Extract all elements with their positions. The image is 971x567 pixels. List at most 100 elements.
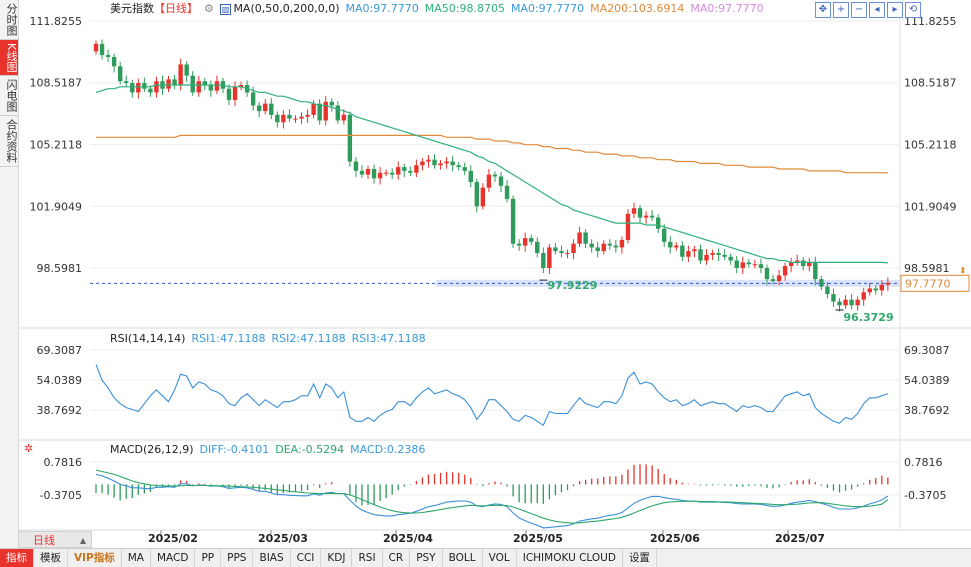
candle-body [619,239,625,248]
candle-body [704,254,709,261]
candle-body [788,262,794,267]
candle-body [281,114,286,123]
x-axis-label: 2025/07 [775,532,825,545]
candle-body [849,299,854,306]
menu-item-5[interactable]: PP [195,549,222,567]
candle-body [329,101,334,106]
candle-body [510,198,516,244]
candle-body [341,114,347,121]
candle-body [124,81,129,84]
zoom-in-icon[interactable]: + [833,2,849,18]
tab-flash[interactable]: 闪电图 [0,76,18,117]
menu-item-8[interactable]: CCI [291,549,322,567]
period-label: 【日线】 [154,2,198,15]
x-axis-label: 2025/05 [513,532,563,545]
candle-body [172,79,177,85]
ma-toggle-icon[interactable]: ▨ [219,4,232,15]
candle-body [764,267,770,280]
candle-body [625,213,631,240]
move-icon[interactable]: ✥ [815,2,831,18]
x-axis-label: 2025/04 [383,532,433,545]
candle-body [662,228,667,242]
ma0b-value: MA0:97.7770 [510,2,585,15]
candle-body [801,260,806,267]
candle-body [371,168,377,179]
menu-item-4[interactable]: MACD [151,549,196,567]
menu-item-15[interactable]: ICHIMOKU CLOUD [517,549,623,567]
candle-body [148,88,153,93]
menu-item-2[interactable]: VIP指标 [68,549,122,567]
main-legend: 美元指数【日线】 ⚙ ▨ MA(0,50,0,200,0,0) MA0:97.7770 M… [110,1,770,17]
candle-body [190,75,195,93]
x-axis-label: 2025/02 [148,532,198,545]
menu-item-9[interactable]: KDJ [321,549,353,567]
candle-body [293,118,298,120]
candle-body [643,215,649,218]
candle-body [414,165,419,173]
period-selector[interactable]: 日线 ▲ [18,531,92,548]
candle-body [843,299,848,306]
menu-item-16[interactable]: 设置 [623,549,657,567]
prev-icon[interactable]: ◂ [869,2,885,18]
chart-tools: ✥ + − ◂ ▸ ⟲ [815,2,921,18]
menu-item-1[interactable]: 模板 [34,549,68,567]
candle-body [474,182,480,207]
candle-body [782,266,788,276]
macd-axis-label-right: 0.7816 [904,456,943,469]
candle-body [257,105,262,112]
tab-timeshare[interactable]: 分时图 [0,0,18,40]
candle-body [450,161,455,166]
menu-item-12[interactable]: PSY [410,549,443,567]
menu-item-10[interactable]: RSI [352,549,383,567]
price-axis-label-left: 108.5187 [30,77,83,90]
price-axis-label-left: 101.9049 [30,200,83,213]
menu-item-6[interactable]: PPS [221,549,254,567]
zoom-out-icon[interactable]: − [851,2,867,18]
kline-chart[interactable]: 111.8255 111.8255 108.5187 108.5187 105.2118… [18,0,971,548]
menu-item-7[interactable]: BIAS [253,549,291,567]
candle-body [607,243,613,246]
candle-body [117,66,123,82]
tab-contract-info[interactable]: 合约资料 [0,116,18,168]
candle-body [492,174,498,177]
candle-body [529,238,534,242]
macd-legend: MACD(26,12,9) DIFF:-0.4101 DEA:-0.5294 MACD… [110,442,431,458]
reset-icon[interactable]: ⟲ [905,2,921,18]
menu-item-3[interactable]: MA [122,549,151,567]
rsi2-value: RSI2:47.1188 [271,332,346,345]
candle-body [873,288,878,291]
rsi3-value: RSI3:47.1188 [351,332,426,345]
candle-body [93,43,99,52]
candle-body [232,86,238,100]
candle-body [637,208,643,218]
candle-body [396,167,401,175]
candle-body [553,247,558,252]
candle-body [287,114,292,119]
candle-body [613,245,619,248]
candle-body [317,103,322,121]
diff-value: DIFF:-0.4101 [199,443,270,456]
ma0c-value: MA0:97.7770 [690,2,764,15]
menu-item-14[interactable]: VOL [483,549,517,567]
candle-body [680,245,685,257]
menu-item-11[interactable]: CR [383,549,411,567]
candle-body [238,84,244,87]
candle-body [202,81,208,85]
macd-axis-label-left: -0.3705 [40,489,82,502]
tab-kline[interactable]: K线图 [0,40,18,77]
candle-body [432,159,437,166]
candle-body [311,103,316,115]
candle-body [776,275,782,282]
settings-icon[interactable]: ⚙ [204,2,214,15]
menu-item-13[interactable]: BOLL [443,549,483,567]
rsi-legend: RSI(14,14,14) RSI1:47.1188 RSI2:47.1188 RSI… [110,331,432,347]
candle-body [305,114,310,117]
x-axis-label: 2025/06 [650,532,700,545]
candle-body [178,64,183,85]
candle-body [541,253,546,268]
candle-body [559,251,564,254]
price-axis-label-left: 105.2118 [30,139,83,152]
next-icon[interactable]: ▸ [887,2,903,18]
menu-item-0[interactable]: 指标 [0,549,34,567]
macd-settings-icon[interactable]: ✲ [24,442,34,455]
